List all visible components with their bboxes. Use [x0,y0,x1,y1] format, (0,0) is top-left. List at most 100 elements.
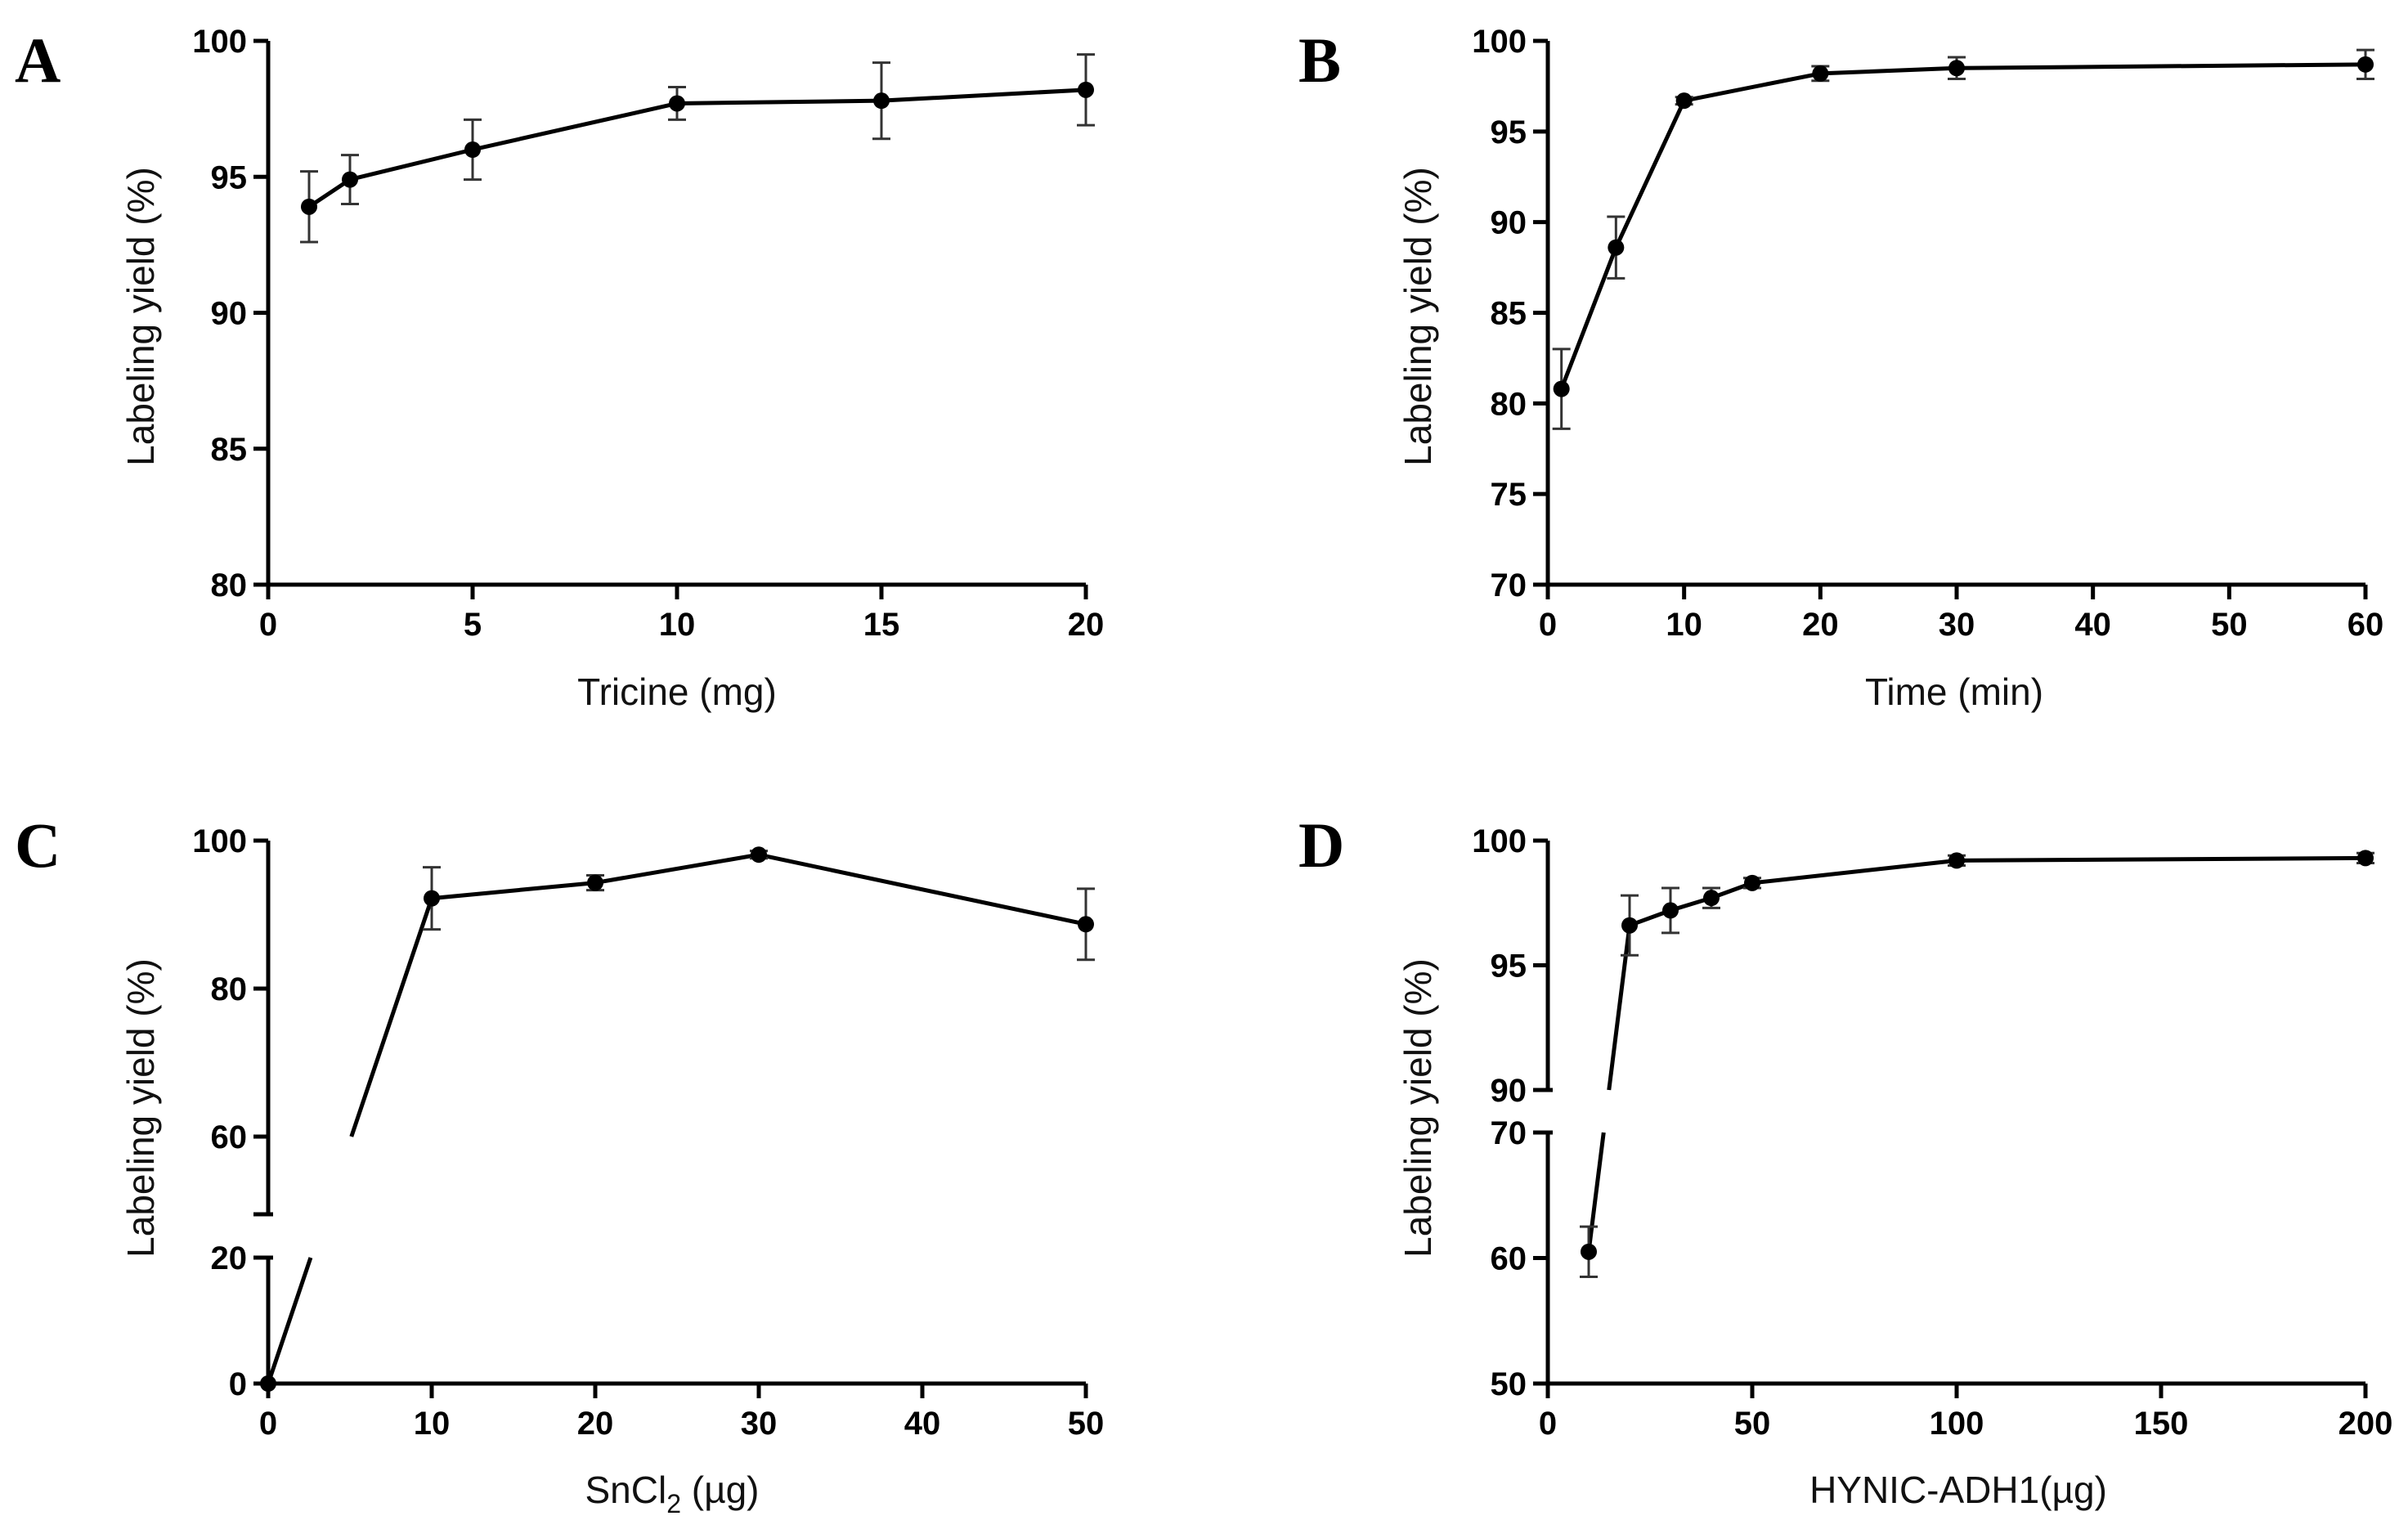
data-point-d [1581,1243,1597,1260]
data-point-a [301,198,317,215]
series-line-segment-d [1607,925,1632,1091]
y-tick-label-c: 80 [211,971,248,1007]
y-tick-label-c: 60 [211,1119,248,1155]
data-point-d [1703,890,1720,907]
y-tick-label-d: 60 [1491,1241,1527,1277]
data-point-b [1675,92,1693,110]
y-tick-label-d: 70 [1491,1115,1527,1151]
series-line-segment-d [1751,858,1957,886]
x-axis-title-d: HYNIC-ADH1(µg) [1809,1469,2107,1511]
data-point-b [1608,239,1625,256]
series-line-segment-d [1586,1132,1606,1253]
x-tick-label-c: 10 [414,1406,451,1442]
x-tick-label-d: 100 [1930,1406,1984,1442]
x-tick-label-b: 20 [1802,607,1839,643]
y-axis-title-a: Labeling yield (%) [119,167,162,466]
x-tick-label-c: 0 [259,1406,277,1442]
series-line-b [1559,62,2366,390]
y-tick-label-b: 75 [1491,477,1527,513]
data-point-a [342,171,358,188]
plot-area-b: 70 75 80 85 90 95 100 0 10 20 30 40 50 60 [1472,24,2383,643]
data-point-c [260,1375,276,1392]
y-tick-label-b: 90 [1491,205,1527,241]
panel-label-d: D [1298,810,1344,881]
y-tick-label-d: 100 [1472,823,1527,859]
data-point-b [2357,56,2374,73]
y-tick-label-b: 80 [1491,386,1527,422]
panel-b: B 70 75 80 85 90 95 100 0 10 20 30 40 50 60 Time (min… [1298,24,2383,713]
data-point-d [1662,902,1679,919]
panel-label-c: C [15,810,61,881]
data-point-a [873,92,890,110]
y-tick-label-c: 0 [229,1366,247,1402]
x-axis-title-c-unit: (µg) [681,1469,760,1511]
panel-d: D 50 60 70 90 95 100 0 50 100 150 200 HYNIC-ADH1(µ… [1298,810,2392,1511]
data-point-d [1744,874,1760,891]
x-tick-label-d: 50 [1734,1406,1771,1442]
series-line-segment-c [758,852,1087,926]
x-tick-label-b: 60 [2347,607,2384,643]
data-point-b [1812,65,1829,82]
x-axis-title-c-subscript: 2 [666,1489,681,1518]
y-tick-label-c: 20 [211,1240,248,1276]
y-tick-label-d: 95 [1491,949,1527,985]
x-axis-title-b: Time (min) [1865,671,2043,713]
x-tick-label-b: 10 [1666,607,1702,643]
plot-area-c: 0 20 60 80 100 0 10 20 30 40 50 [192,823,1104,1442]
x-tick-label-c: 20 [577,1406,614,1442]
panel-a: A 80 85 90 95 100 0 5 10 15 20 Tricine (mg) Label… [15,24,1104,713]
series-line-segment-c [594,852,760,886]
series-line-segment-c [431,881,596,901]
data-point-b [1553,380,1570,397]
data-point-c [1078,916,1094,933]
y-tick-label-a: 100 [192,24,247,60]
y-tick-label-d: 50 [1491,1366,1527,1402]
x-tick-label-d: 150 [2134,1406,2189,1442]
y-tick-label-c: 100 [192,823,247,859]
y-tick-label-a: 85 [211,432,248,468]
panel-c: C 0 20 60 80 100 0 10 20 30 40 50 SnCl2 (µg) Label… [15,810,1104,1518]
y-tick-label-b: 95 [1491,114,1527,150]
x-tick-label-a: 10 [659,607,696,643]
data-point-d [2357,850,2374,867]
y-tick-label-d: 90 [1491,1073,1527,1109]
y-tick-label-b: 100 [1472,24,1527,60]
data-point-a [464,141,481,158]
x-tick-label-d: 0 [1539,1406,1557,1442]
y-axis-title-c: Labeling yield (%) [119,958,162,1258]
y-tick-label-a: 90 [211,296,248,332]
x-tick-label-b: 40 [2074,607,2111,643]
series-line-a [307,87,1087,209]
x-tick-label-b: 0 [1539,607,1557,643]
x-tick-label-c: 30 [741,1406,778,1442]
series-line-segment-d [1956,855,2366,863]
x-axis-title-c: SnCl2 (µg) [585,1469,759,1518]
y-tick-label-a: 80 [211,567,248,603]
data-point-c [587,874,603,891]
plot-area-a: 80 85 90 95 100 0 5 10 15 20 [192,24,1104,643]
data-point-a [1078,81,1094,98]
data-point-a [669,95,685,112]
panel-label-a: A [15,25,61,96]
x-tick-label-a: 0 [259,607,277,643]
y-axis-title-d: Labeling yield (%) [1397,958,1439,1258]
x-tick-label-a: 15 [863,607,900,643]
plot-area-d: 50 60 70 90 95 100 0 50 100 150 200 [1472,823,2392,1442]
x-axis-title-c-main: SnCl [585,1469,666,1511]
x-tick-label-a: 20 [1068,607,1105,643]
data-point-c [751,846,767,863]
x-axis-title-a: Tricine (mg) [577,671,777,713]
x-tick-label-b: 50 [2211,607,2248,643]
x-tick-label-b: 30 [1939,607,1975,643]
x-tick-label-c: 40 [904,1406,941,1442]
x-tick-label-a: 5 [464,607,482,643]
y-tick-label-b: 70 [1491,567,1527,603]
data-point-d [1621,917,1638,934]
series-line-segment-c [349,897,434,1137]
series-line-segment-c [266,1257,313,1384]
data-point-d [1948,852,1965,869]
y-tick-label-a: 95 [211,159,248,195]
data-point-b [1948,60,1965,77]
panel-label-b: B [1298,25,1341,96]
